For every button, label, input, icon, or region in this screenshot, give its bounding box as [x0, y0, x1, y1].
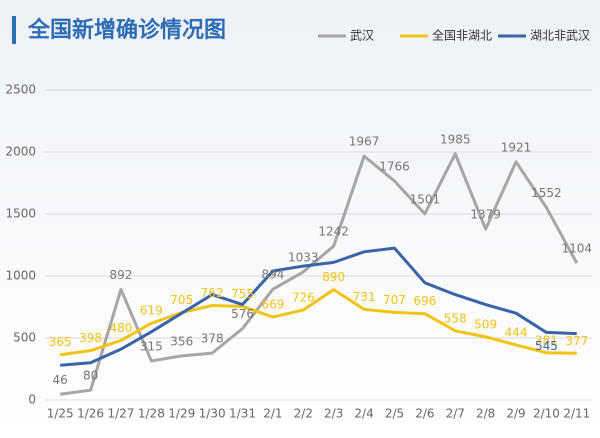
- data-label: 705: [170, 293, 193, 307]
- legend-label: 全国非湖北: [432, 28, 492, 43]
- data-label: 1766: [379, 160, 410, 174]
- data-label: 731: [353, 290, 376, 304]
- x-tick-label: 1/30: [199, 407, 226, 421]
- data-label: 381: [535, 333, 558, 347]
- data-label: 755: [231, 287, 254, 301]
- data-label: 398: [79, 331, 102, 345]
- data-label: 1379: [470, 208, 501, 222]
- series-line: [59, 288, 577, 357]
- y-tick-label: 2000: [5, 145, 36, 159]
- x-tick-label: 2/5: [385, 407, 404, 421]
- x-tick-label: 2/7: [446, 407, 465, 421]
- data-label: 1033: [288, 250, 319, 264]
- data-label: 1921: [501, 140, 532, 154]
- x-tick-label: 2/4: [354, 407, 373, 421]
- x-tick-label: 1/31: [229, 407, 256, 421]
- chart-title: 全国新增确诊情况图: [27, 17, 226, 43]
- data-label: 378: [201, 332, 224, 346]
- data-label: 80: [83, 369, 98, 383]
- legend-label: 湖北非武汉: [530, 28, 590, 43]
- data-label: 356: [170, 334, 193, 348]
- x-tick-label: 2/6: [415, 407, 434, 421]
- data-label: 558: [444, 311, 467, 325]
- data-label: 1967: [349, 135, 380, 149]
- data-label: 726: [292, 290, 315, 304]
- x-tick-label: 2/11: [563, 407, 590, 421]
- x-tick-label: 2/2: [294, 407, 313, 421]
- y-tick-label: 0: [28, 393, 36, 407]
- data-label: 545: [535, 339, 558, 353]
- data-label: 509: [474, 317, 497, 331]
- data-label: 365: [49, 335, 72, 349]
- x-tick-label: 1/26: [77, 407, 104, 421]
- y-tick-label: 1000: [5, 269, 36, 283]
- series-line: [60, 246, 577, 367]
- data-label: 480: [110, 321, 133, 335]
- data-label: 1242: [318, 224, 349, 238]
- data-label: 892: [110, 268, 133, 282]
- y-tick-label: 2500: [5, 83, 36, 97]
- x-tick-label: 1/25: [47, 407, 74, 421]
- data-label: 619: [140, 304, 163, 318]
- data-label: 890: [322, 270, 345, 284]
- x-tick-label: 2/10: [533, 407, 560, 421]
- data-label: 1501: [410, 192, 441, 206]
- series-line: [59, 152, 579, 396]
- data-label: 696: [413, 294, 436, 308]
- data-label: 1985: [440, 132, 471, 146]
- x-tick-label: 2/1: [263, 407, 282, 421]
- data-label: 669: [261, 298, 284, 312]
- title-bar: [12, 16, 16, 44]
- legend-label: 武汉: [350, 29, 374, 43]
- x-tick-label: 1/29: [168, 407, 195, 421]
- x-tick-label: 1/28: [138, 407, 165, 421]
- data-label: 576: [231, 307, 254, 321]
- data-label: 894: [261, 268, 284, 282]
- data-label: 46: [53, 373, 68, 387]
- y-tick-label: 500: [13, 331, 36, 345]
- x-tick-label: 2/8: [476, 407, 495, 421]
- x-tick-label: 2/3: [324, 407, 343, 421]
- data-label: 377: [565, 334, 588, 348]
- data-label: 707: [383, 293, 406, 307]
- y-tick-label: 1500: [5, 207, 36, 221]
- data-label: 762: [201, 286, 224, 300]
- data-label: 1552: [531, 186, 562, 200]
- data-label: 444: [505, 325, 528, 339]
- x-tick-label: 1/27: [107, 407, 134, 421]
- data-label: 315: [140, 339, 163, 353]
- x-tick-label: 2/9: [506, 407, 525, 421]
- data-label: 1104: [562, 242, 593, 256]
